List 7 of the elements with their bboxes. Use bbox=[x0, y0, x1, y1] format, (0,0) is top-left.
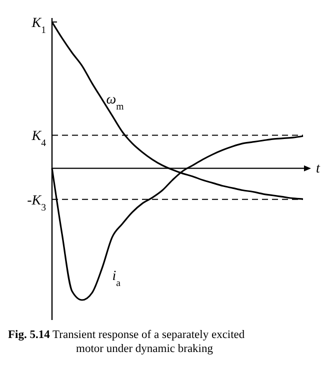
ref-line-label: -K$_{3}$ bbox=[27, 193, 46, 213]
series-label: i$_{a}$ bbox=[112, 268, 122, 288]
x-axis-title: t bbox=[316, 161, 321, 176]
caption: Fig. 5.14 Transient response of a separately excited motor under dynamic braking bbox=[8, 329, 245, 355]
series-label: ω$_{m}$ bbox=[106, 92, 124, 112]
text: K$_{1}$ bbox=[30, 16, 46, 36]
ref-line-label: K$_{4}$ bbox=[30, 129, 46, 149]
